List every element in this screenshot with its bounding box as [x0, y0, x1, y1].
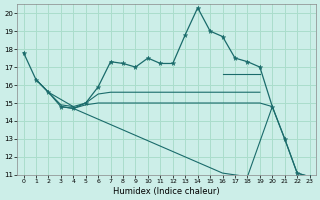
X-axis label: Humidex (Indice chaleur): Humidex (Indice chaleur)	[113, 187, 220, 196]
